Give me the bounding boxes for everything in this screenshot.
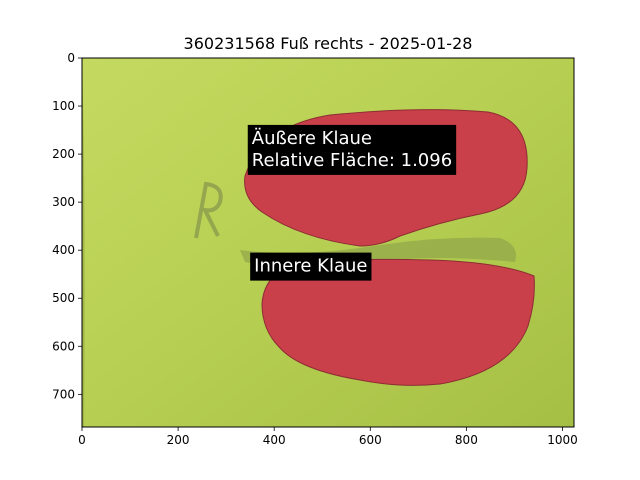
x-tick-label: 0 [78, 433, 86, 447]
x-tick-label: 200 [167, 433, 190, 447]
annotation-background [250, 252, 372, 281]
photo-area [82, 58, 574, 427]
y-tick-label: 300 [52, 195, 75, 209]
axes-frame [81, 57, 575, 428]
y-tick-label: 700 [52, 387, 75, 401]
y-axis: 0 100 200 300 400 500 600 700 [52, 51, 82, 401]
x-tick-label: 800 [455, 433, 478, 447]
annotation-background [247, 124, 457, 175]
chart-title: 360231568 Fuß rechts - 2025-01-28 [184, 34, 473, 53]
annotation-text: Äußere Klaue [252, 128, 372, 149]
annotation-text: Innere Klaue [254, 256, 367, 277]
y-tick-label: 500 [52, 291, 75, 305]
y-tick-label: 0 [67, 51, 75, 65]
y-tick-label: 400 [52, 243, 75, 257]
y-tick-label: 600 [52, 339, 75, 353]
annotation-box: Innere Klaue [250, 252, 372, 281]
x-tick-label: 600 [359, 433, 382, 447]
y-tick-label: 200 [52, 147, 75, 161]
photo-edge-shadow [82, 58, 85, 427]
x-tick-label: 400 [263, 433, 286, 447]
annotation-text: Relative Fläche: 1.096 [252, 150, 452, 171]
x-axis: 0 200 400 600 800 1000 [78, 427, 578, 447]
x-tick-label: 1000 [547, 433, 578, 447]
letter-r-mark [194, 181, 223, 239]
y-tick-label: 100 [52, 99, 75, 113]
